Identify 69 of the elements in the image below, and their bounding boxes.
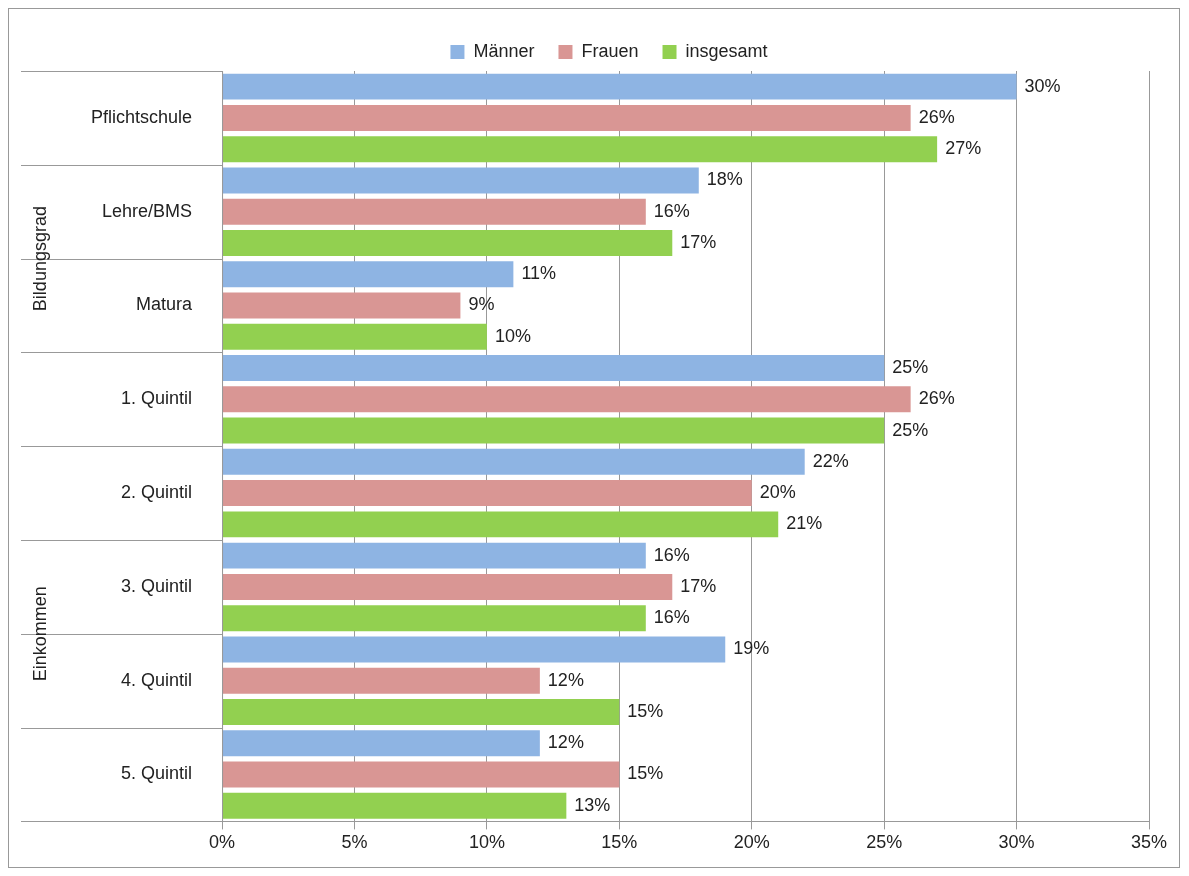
data-label: 30% xyxy=(1024,75,1061,96)
x-tick-label: 15% xyxy=(601,832,638,853)
data-label: 16% xyxy=(653,607,690,628)
data-label: 10% xyxy=(494,325,531,346)
data-label: 11% xyxy=(521,263,557,284)
bar xyxy=(222,261,514,288)
y-tick-label: 2. Quintil xyxy=(121,482,193,503)
data-label: 15% xyxy=(627,763,664,784)
data-label: 17% xyxy=(680,231,717,252)
data-label: 26% xyxy=(918,106,955,127)
x-tick-label: 5% xyxy=(341,832,368,853)
data-label: 16% xyxy=(653,200,690,221)
data-label: 22% xyxy=(812,450,849,471)
data-label: 20% xyxy=(759,482,796,503)
text: Einkommen xyxy=(29,586,50,682)
legend-label: Männer xyxy=(473,40,535,61)
x-tick-label: 0% xyxy=(209,832,236,853)
bar xyxy=(222,698,620,725)
bar xyxy=(222,511,779,538)
data-label: 25% xyxy=(892,357,929,377)
bar xyxy=(222,448,805,475)
legend-label: Frauen xyxy=(581,40,639,61)
x-tick-label: 10% xyxy=(468,832,505,853)
data-label: 12% xyxy=(547,732,584,753)
x-tick-label: 35% xyxy=(1130,832,1168,853)
bar xyxy=(222,417,885,444)
data-label: 27% xyxy=(945,138,982,159)
data-label: 13% xyxy=(574,794,611,815)
bar xyxy=(222,386,911,413)
bar xyxy=(222,480,752,507)
data-label: 16% xyxy=(653,544,690,565)
bar xyxy=(222,636,726,663)
data-label: 9% xyxy=(468,294,495,315)
text: Bildungsgrad xyxy=(29,206,50,312)
data-label: 21% xyxy=(786,513,823,534)
bar xyxy=(222,605,646,632)
y-tick-label: 1. Quintil xyxy=(121,388,193,409)
bar xyxy=(222,761,620,788)
bar xyxy=(222,198,646,225)
y-tick-label: 3. Quintil xyxy=(121,575,193,596)
bar xyxy=(222,229,673,256)
data-label: 17% xyxy=(680,575,717,596)
data-label: 26% xyxy=(918,388,955,409)
bar xyxy=(222,104,911,131)
bar xyxy=(222,667,540,694)
bar xyxy=(222,792,567,819)
data-label: 19% xyxy=(733,638,770,659)
data-label: 12% xyxy=(547,669,584,690)
bar xyxy=(222,167,699,194)
bar xyxy=(222,73,1017,100)
y-tick-label: 4. Quintil xyxy=(121,669,193,690)
bar xyxy=(222,355,885,382)
y-tick-label: Matura xyxy=(136,294,194,315)
y-tick-label: Lehre/BMS xyxy=(102,200,193,221)
x-tick-label: 20% xyxy=(733,832,770,853)
x-tick-label: 25% xyxy=(866,832,903,853)
legend-label: insgesamt xyxy=(685,40,768,61)
bar xyxy=(222,573,673,600)
y-tick-label: Pflichtschule xyxy=(90,106,193,127)
x-tick-label: 30% xyxy=(998,832,1035,853)
bar xyxy=(222,542,646,569)
data-label: 18% xyxy=(706,169,743,190)
data-label: 15% xyxy=(627,700,664,721)
bar xyxy=(222,136,938,163)
bar xyxy=(222,323,487,350)
y-tick-label: 5. Quintil xyxy=(121,763,193,784)
data-label: 25% xyxy=(892,419,929,440)
bar xyxy=(222,292,461,319)
bar xyxy=(222,730,540,757)
